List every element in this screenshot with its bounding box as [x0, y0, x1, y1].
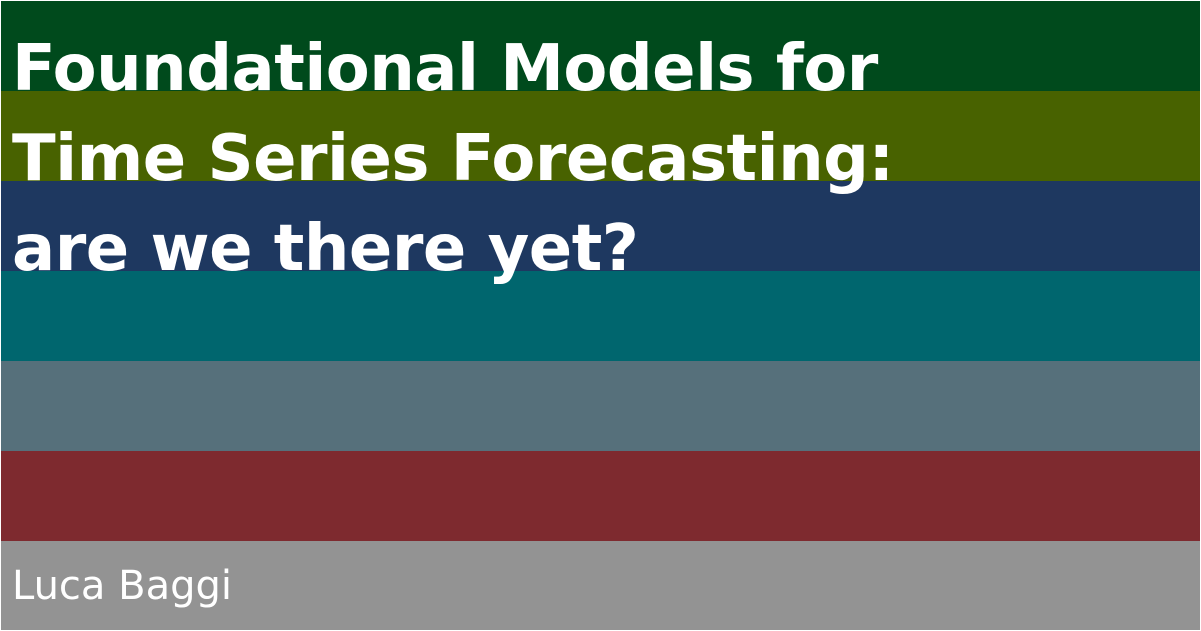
stripe-maroon — [1, 451, 1200, 541]
title-line-3: are we there yet? — [12, 212, 639, 286]
title-line-1: Foundational Models for — [12, 32, 878, 106]
stripe-gray — [1, 541, 1200, 630]
stripe-teal — [1, 271, 1200, 361]
stripe-olive-green — [1, 91, 1200, 181]
author-name: Luca Baggi — [12, 563, 232, 609]
talk-title: Foundational Models for Time Series Fore… — [12, 24, 894, 294]
stripe-dark-green — [1, 1, 1200, 91]
title-line-2: Time Series Forecasting: — [12, 122, 894, 196]
stripe-navy — [1, 181, 1200, 271]
stripe-slate — [1, 361, 1200, 451]
